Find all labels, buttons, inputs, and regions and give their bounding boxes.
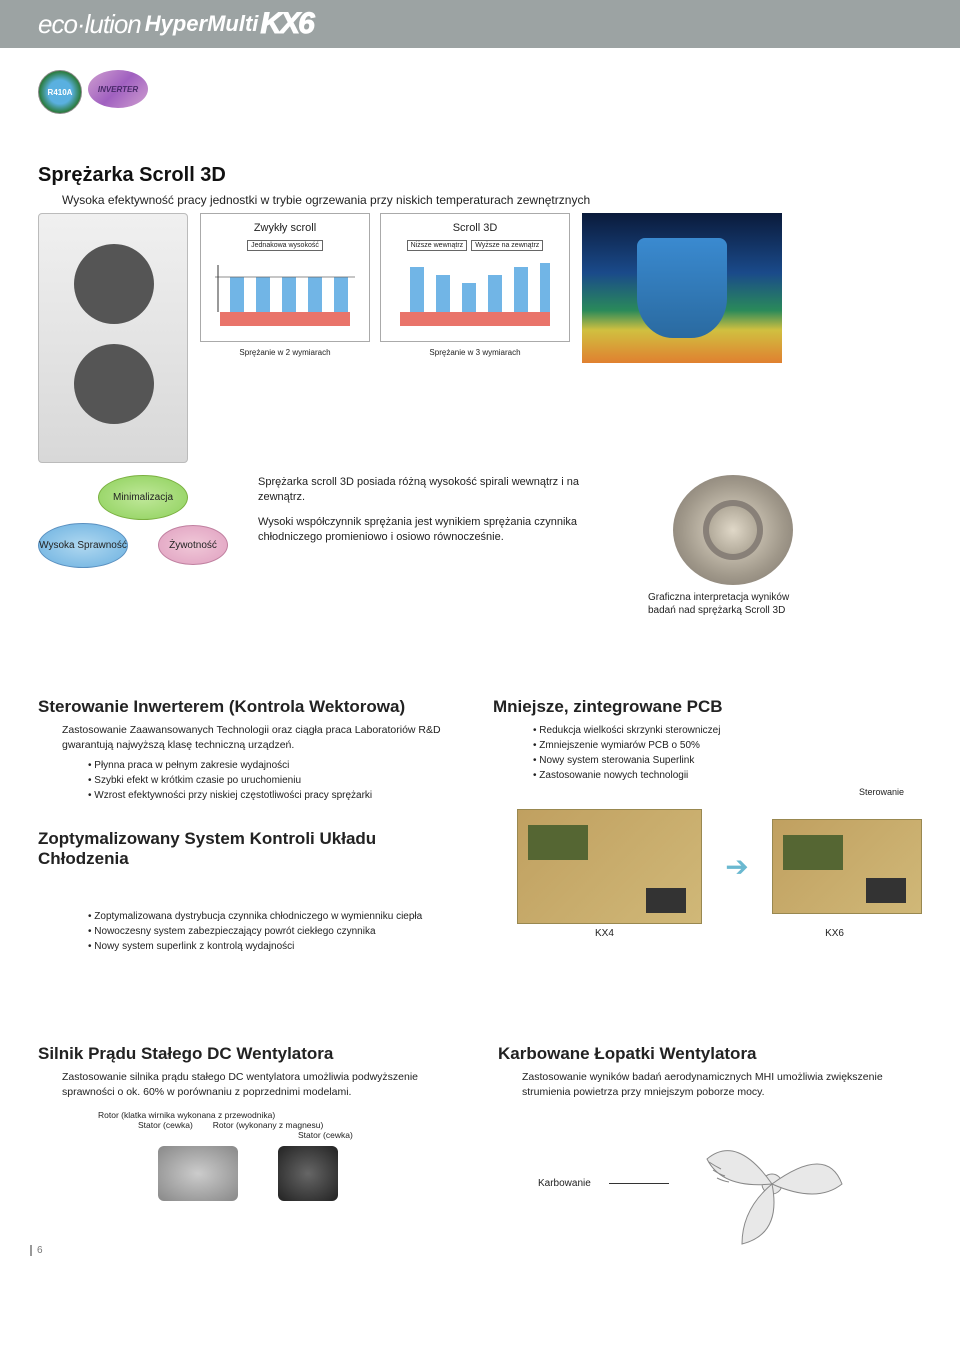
page-number: 6 xyxy=(30,1245,43,1256)
scroll-normal-box: Zwykły scroll Jednakowa wysokość xyxy=(200,213,370,342)
scroll-photo-caption: Graficzna interpretacja wyników badań na… xyxy=(648,591,818,617)
section1-subtitle: Wysoka efektywność pracy jednostki w try… xyxy=(62,193,922,207)
fan-blade-diagram xyxy=(687,1114,857,1254)
inverter-bullet: Szybki efekt w krótkim czasie po uruchom… xyxy=(88,773,463,788)
pcb-bullet: Zmniejszenie wymiarów PCB o 50% xyxy=(533,738,922,753)
pcb-title: Mniejsze, zintegrowane PCB xyxy=(493,697,922,717)
logo-eco: eco·lution xyxy=(38,9,141,40)
pcb-bullet: Nowy system sterowania Superlink xyxy=(533,753,922,768)
badge-r410a-icon: R410A xyxy=(38,70,82,114)
badge-inverter-icon: INVERTER xyxy=(88,70,148,108)
scroll-3d-title: Scroll 3D xyxy=(453,222,498,234)
pcb-bullet: Redukcja wielkości skrzynki sterowniczej xyxy=(533,723,922,738)
motor-para: Zastosowanie silnika prądu stałego DC we… xyxy=(62,1070,468,1099)
motor-label-stator2: Stator (cewka) xyxy=(298,1130,353,1140)
opt-bullets: Zoptymalizowana dystrybucja czynnika chł… xyxy=(88,909,463,954)
inverter-bullet: Płynna praca w pełnym zakresie wydajnośc… xyxy=(88,758,463,773)
bubble-efficiency: Wysoka Sprawność xyxy=(38,523,128,568)
scroll-desc-p1: Sprężarka scroll 3D posiada różną wysoko… xyxy=(258,475,628,505)
inverter-title: Sterowanie Inwerterem (Kontrola Wektorow… xyxy=(38,697,463,717)
bubble-lifetime: Żywotność xyxy=(158,525,228,565)
feature-bubbles: Minimalizacja Wysoka Sprawność Żywotność xyxy=(38,475,238,565)
scroll-3d-arrow-left: Niższe wewnątrz xyxy=(407,240,468,251)
opt-bullet: Zoptymalizowana dystrybucja czynnika chł… xyxy=(88,909,463,924)
fan-title: Karbowane Łopatki Wentylatora xyxy=(498,1044,922,1064)
motor-image-1 xyxy=(158,1146,238,1201)
pcb-bullets: Redukcja wielkości skrzynki sterowniczej… xyxy=(533,723,922,783)
inverter-bullet: Wzrost efektywności przy niskiej częstot… xyxy=(88,788,463,803)
section1-title: Sprężarka Scroll 3D xyxy=(38,164,922,187)
opt-bullet: Nowy system superlink z kontrolą wydajno… xyxy=(88,939,463,954)
ac-unit-image xyxy=(38,213,188,463)
opt-title: Zoptymalizowany System Kontroli Układu C… xyxy=(38,829,463,869)
pcb-kx6-image xyxy=(772,819,922,914)
pcb-kx4-image xyxy=(517,809,702,924)
pcb-bullet: Zastosowanie nowych technologii xyxy=(533,768,922,783)
logo-hyper: HyperMulti xyxy=(145,11,259,37)
arrow-right-icon: ➔ xyxy=(722,852,752,882)
thermal-image xyxy=(582,213,782,363)
scroll-description: Sprężarka scroll 3D posiada różną wysoko… xyxy=(258,475,628,554)
pcb-subcaption: Sterowanie xyxy=(493,787,904,797)
inverter-para: Zastosowanie Zaawansowanych Technologii … xyxy=(62,723,463,752)
scroll-3d-box: Scroll 3D Niższe wewnątrz Wyższe na zewn… xyxy=(380,213,570,342)
pcb-kx6-label: KX6 xyxy=(825,928,844,939)
opt-bullet: Nowoczesny system zabezpieczający powrót… xyxy=(88,924,463,939)
bubble-minimalization: Minimalizacja xyxy=(98,475,188,520)
fan-para: Zastosowanie wyników badań aerodynamiczn… xyxy=(522,1070,922,1099)
fan-label: Karbowanie xyxy=(538,1178,591,1189)
header-bar: eco·lution HyperMulti KX6 xyxy=(0,0,960,48)
motor-label-rotor2: Rotor (wykonany z magnesu) xyxy=(213,1120,324,1130)
motor-image-2 xyxy=(278,1146,338,1201)
scroll-3d-arrow-right: Wyższe na zewnątrz xyxy=(471,240,543,251)
scroll-3d-caption: Sprężanie w 3 wymiarach xyxy=(380,348,570,357)
logo-kx6: KX6 xyxy=(260,7,312,41)
scroll-normal-arrow-label: Jednakowa wysokość xyxy=(247,240,323,251)
motor-label-rotor1: Rotor (klatka wirnika wykonana z przewod… xyxy=(98,1110,275,1120)
scroll-photo-image xyxy=(673,475,793,585)
scroll-3d-diagram xyxy=(390,257,560,337)
scroll-normal-diagram xyxy=(210,257,360,337)
motor-label-stator1: Stator (cewka) xyxy=(138,1120,193,1130)
pcb-kx4-label: KX4 xyxy=(595,928,614,939)
scroll-desc-p2: Wysoki współczynnik sprężania jest wynik… xyxy=(258,515,628,545)
fan-pointer-line xyxy=(609,1183,669,1184)
scroll-normal-title: Zwykły scroll xyxy=(254,222,316,234)
motor-title: Silnik Prądu Stałego DC Wentylatora xyxy=(38,1044,468,1064)
inverter-bullets: Płynna praca w pełnym zakresie wydajnośc… xyxy=(88,758,463,803)
scroll-normal-caption: Sprężanie w 2 wymiarach xyxy=(200,348,370,357)
